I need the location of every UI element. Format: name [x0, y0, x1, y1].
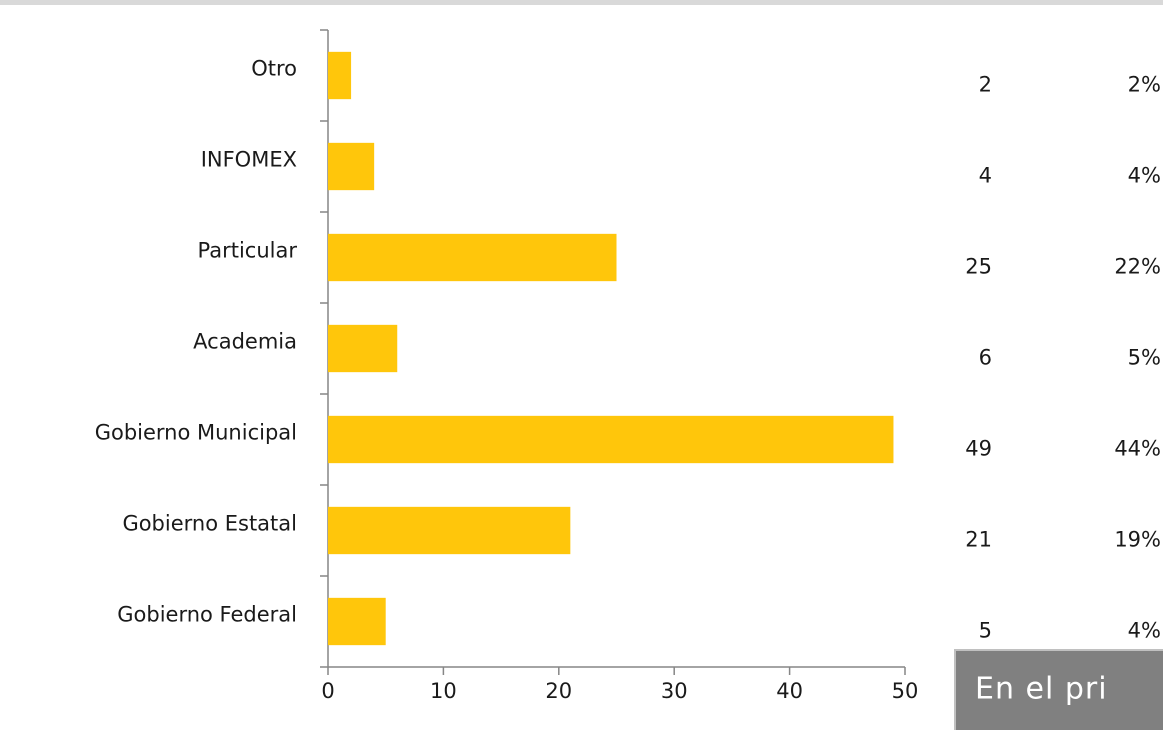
y-tick-label: Particular: [198, 239, 298, 263]
top-bar: [0, 0, 1163, 5]
y-tick-label: Gobierno Federal: [117, 603, 297, 627]
caption-box: [954, 649, 1163, 730]
bar: [328, 597, 386, 646]
percent-label: 4%: [1128, 164, 1161, 188]
percent-label: 4%: [1128, 619, 1161, 643]
count-label: 25: [965, 255, 992, 279]
count-label: 4: [979, 164, 992, 188]
bar: [328, 233, 617, 282]
bar: [328, 51, 352, 100]
count-label: 2: [979, 73, 992, 97]
x-tick-label: 0: [321, 679, 334, 703]
x-tick-label: 50: [892, 679, 919, 703]
x-tick-label: 40: [776, 679, 803, 703]
y-tick-label: Gobierno Estatal: [122, 512, 297, 536]
count-label: 6: [979, 346, 992, 370]
bar: [328, 324, 398, 373]
caption-text: En el pri: [975, 672, 1108, 707]
percent-label: 5%: [1128, 346, 1161, 370]
count-label: 49: [965, 437, 992, 461]
percent-label: 22%: [1114, 255, 1161, 279]
count-label: 5: [979, 619, 992, 643]
y-tick-label: Otro: [251, 57, 297, 81]
x-tick-label: 10: [430, 679, 457, 703]
count-label: 21: [965, 528, 992, 552]
percent-label: 2%: [1128, 73, 1161, 97]
y-tick-label: INFOMEX: [201, 148, 297, 172]
x-tick-label: 30: [661, 679, 688, 703]
bar: [328, 415, 894, 464]
y-tick-label: Academia: [193, 330, 297, 354]
percent-label: 19%: [1114, 528, 1161, 552]
bar: [328, 142, 375, 191]
percent-label: 44%: [1114, 437, 1161, 461]
x-tick-label: 20: [545, 679, 572, 703]
bar: [328, 506, 571, 555]
y-tick-label: Gobierno Municipal: [95, 421, 297, 445]
